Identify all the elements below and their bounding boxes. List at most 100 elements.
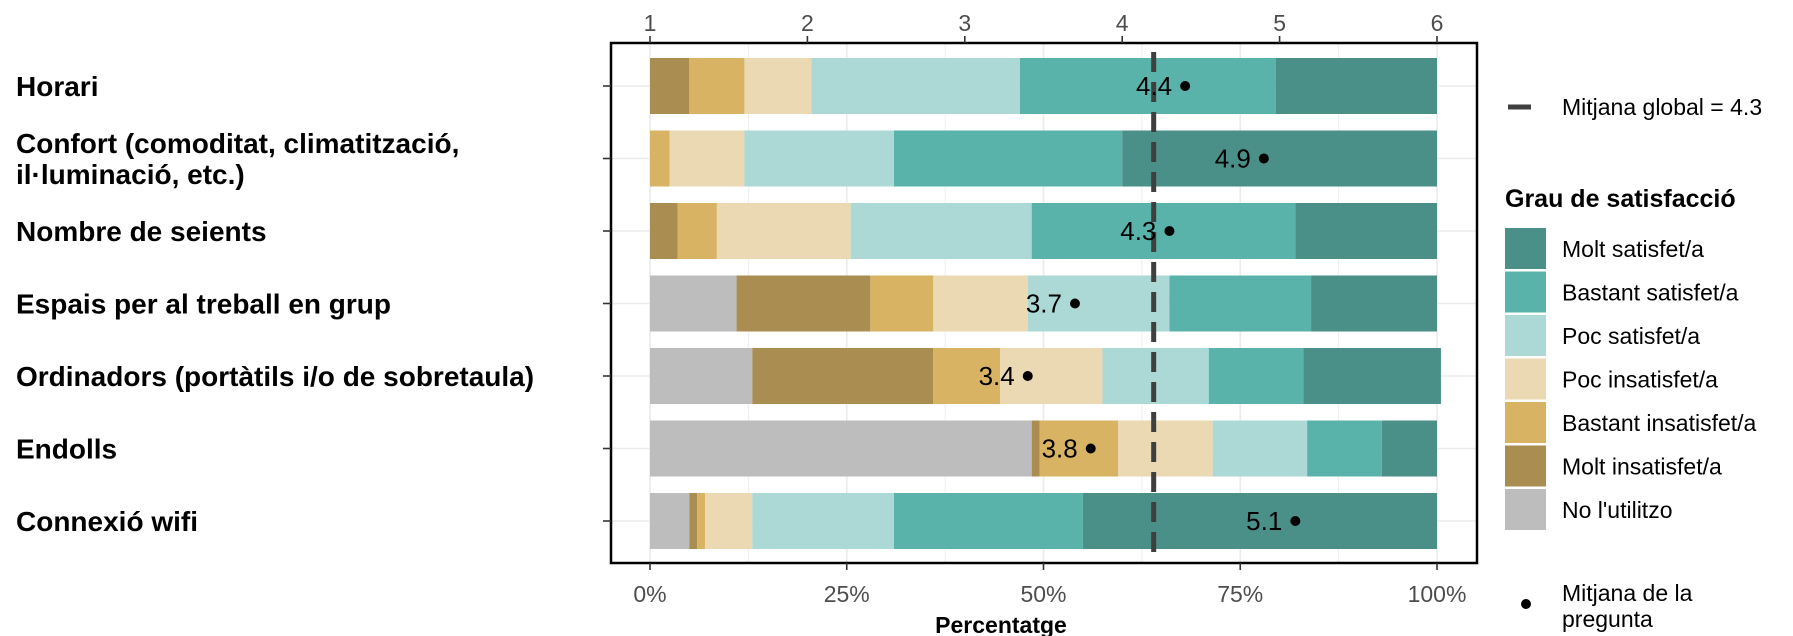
legend-item-label: Molt insatisfet/a [1562,454,1722,480]
mean-point [1258,153,1269,164]
bar-segment [1381,420,1437,477]
legend-mean-point-key [1521,599,1531,609]
legend-swatch [1505,445,1546,487]
category-label: Connexió wifi [16,506,198,537]
bar-segment [1307,420,1382,477]
legend-item-label: Molt satisfet/a [1562,236,1704,262]
x-tick-label: 75% [1217,581,1263,607]
legend-swatch [1505,358,1546,400]
bar-segment [650,420,1032,477]
bar-segment [669,130,745,187]
bar-segment [1275,58,1437,114]
mean-point [1290,516,1301,526]
mean-point [1164,226,1175,236]
legend-mean-point-label: Mitjana de la pregunta [1562,580,1693,632]
legend-title: Grau de satisfacció [1505,185,1736,213]
bar-segment [1118,420,1213,477]
x-tick-label: 0% [633,581,666,607]
bar-segment [705,493,753,549]
legend-global-mean-label: Mitjana global = 4.3 [1562,94,1762,120]
bar-segment [1031,420,1040,477]
legend-swatch [1505,271,1546,313]
legend-item-label: Bastant insatisfet/a [1562,410,1757,436]
legend-item-label: Bastant satisfet/a [1562,280,1739,306]
category-label: Endolls [16,434,117,465]
bar-segment [811,58,1020,114]
mean-point [1180,81,1191,91]
category-label: Horari [16,71,98,102]
bar-segment [650,348,753,404]
mean-point [1085,443,1096,454]
axis-ticks: 0% 25% 50% 75% 100% 1 2 3 4 5 6 [603,10,1466,607]
mean-label: 3.8 [1042,434,1078,464]
legend-swatch [1505,228,1546,269]
bar-segment [1000,348,1103,404]
bar-segment [933,348,1001,404]
mean-label: 5.1 [1246,506,1282,536]
top-tick-label: 1 [644,10,657,36]
bar-segment [744,58,812,114]
bars [650,58,1441,549]
bar-segment [1295,203,1437,259]
bar-segment [1039,420,1119,477]
mean-label: 3.4 [979,361,1015,391]
bar-segment [1019,58,1276,114]
legend-swatch [1505,315,1546,356]
bar-segment [689,493,698,549]
top-tick-label: 4 [1116,10,1129,36]
bar-segment [1122,130,1437,187]
bar-segment [1303,348,1441,404]
category-label: Ordinadors (portàtils i/o de sobretaula) [16,361,534,392]
legend-swatch [1505,402,1546,443]
bar-segment [850,203,1032,259]
bar-segment [736,275,871,332]
category-label: Confort (comoditat, climatització, il·lum… [16,128,459,190]
bar-segment [1027,275,1170,332]
mean-points: 4.4 4.9 4.3 3.7 3.4 3.8 5.1 [979,71,1301,536]
bar-segment [893,493,1083,549]
bar-segment [650,130,670,187]
x-axis-title: Percentatge [935,612,1067,636]
bar-segment [933,275,1028,332]
x-tick-label: 100% [1408,581,1467,607]
bar-segment [650,203,678,259]
bar-segment [716,203,851,259]
legend-item-label: Poc satisfet/a [1562,323,1700,349]
bar-segment [870,275,934,332]
top-tick-label: 2 [801,10,814,36]
category-label: Nombre de seients [16,216,267,247]
bar-segment [650,58,690,114]
legend-swatch [1505,489,1546,530]
bar-segment [752,493,894,549]
bar-segment [1031,203,1296,259]
bar-segment [1212,420,1308,477]
bar-segment [1169,275,1312,332]
bar-segment [697,493,706,549]
mean-point [1022,371,1033,381]
bar-segment [893,130,1123,187]
mean-label: 3.7 [1026,289,1062,319]
category-labels: Horari Confort (comoditat, climatització,… [16,71,534,537]
bar-segment [689,58,745,114]
top-tick-label: 3 [958,10,971,36]
top-tick-label: 6 [1431,10,1444,36]
category-label: Espais per al treball en grup [16,289,391,320]
x-tick-label: 50% [1020,581,1066,607]
bar-segment [650,493,690,549]
mean-point [1069,298,1080,309]
bar-segment [650,275,737,332]
legend-item-label: No l'utilitzo [1562,497,1673,523]
x-tick-label: 25% [824,581,870,607]
mean-label: 4.3 [1120,216,1156,246]
bar-segment [1082,493,1437,549]
bar-segment [1208,348,1304,404]
bar-segment [1311,275,1437,332]
bar-segment [744,130,894,187]
legend: Mitjana global = 4.3 Grau de satisfacció M… [1505,94,1762,632]
bar-segment [752,348,934,404]
bar-segment [677,203,717,259]
legend-item-label: Poc insatisfet/a [1562,367,1718,393]
top-tick-label: 5 [1273,10,1286,36]
mean-label: 4.9 [1215,144,1251,174]
